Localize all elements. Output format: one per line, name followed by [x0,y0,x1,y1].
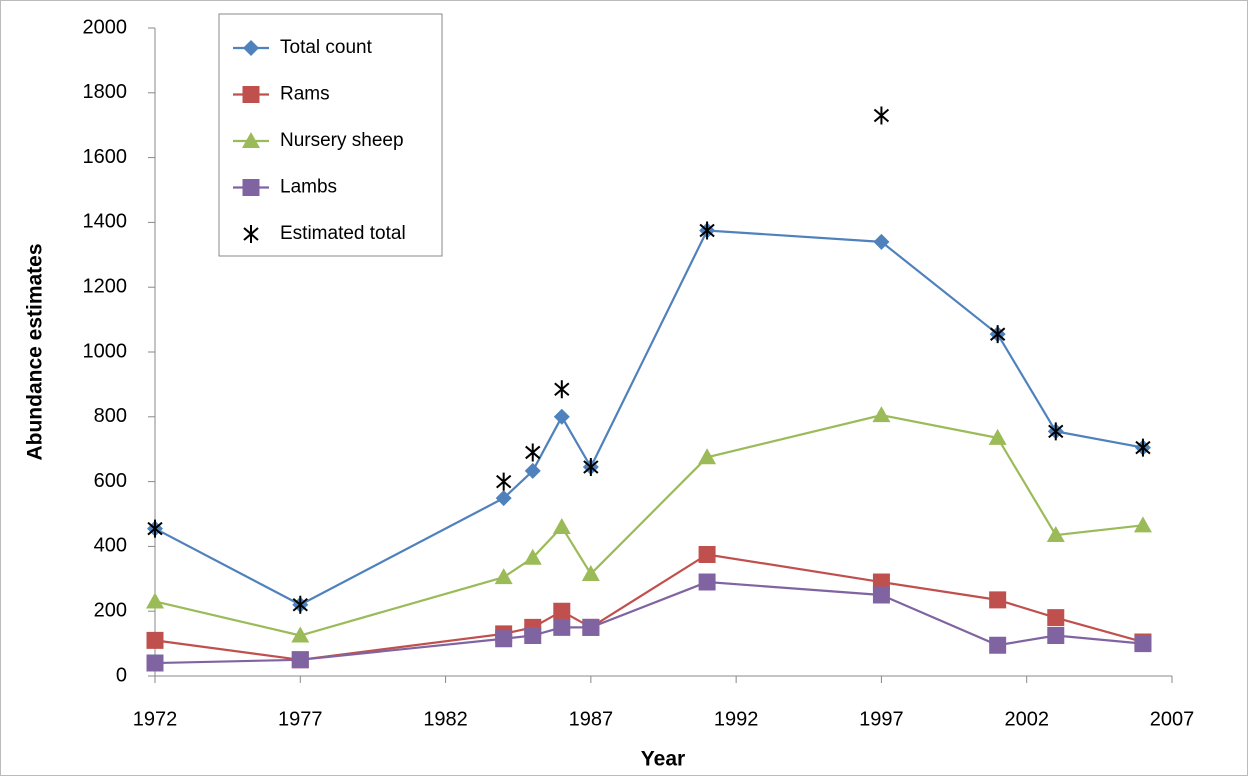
marker [873,233,890,250]
marker [1047,609,1065,627]
y-tick-label: 1800 [83,81,128,103]
marker [147,519,163,538]
marker [291,626,310,643]
marker [553,618,571,636]
legend-label: Lambs [280,177,337,198]
legend-label: Nursery sheep [280,130,404,151]
marker [523,548,542,565]
marker [1047,627,1065,644]
marker [525,443,541,462]
legend-marker [242,86,260,103]
marker [699,221,715,240]
marker [552,517,571,534]
marker [291,651,309,669]
legend-label: Total count [280,37,373,58]
x-tick-label: 2007 [1150,708,1195,730]
marker [495,490,512,507]
legend-box [218,13,443,257]
x-tick-label: 1977 [278,708,323,730]
legend-marker [243,40,259,56]
x-tick-label: 1982 [423,708,468,730]
marker [494,568,513,585]
y-tick-label: 1400 [83,211,128,233]
marker [872,406,891,423]
marker [1134,635,1152,653]
y-tick-label: 800 [94,405,127,427]
marker [698,546,716,563]
marker [553,408,570,425]
y-tick-label: 200 [94,599,127,621]
y-tick-label: 2000 [83,16,128,38]
marker [989,591,1007,609]
y-tick-label: 1200 [83,275,128,297]
x-tick-label: 1997 [859,708,904,730]
x-axis-title: Year [641,748,685,771]
y-tick-label: 1600 [83,146,128,168]
y-tick-label: 600 [94,470,127,492]
marker [698,573,716,591]
x-tick-label: 1972 [133,708,178,730]
marker [698,448,717,465]
y-axis-title: Abundance estimates [24,243,47,460]
marker [146,592,164,609]
marker [990,325,1006,344]
legend-marker [242,179,260,196]
x-tick-label: 2002 [1004,708,1049,730]
marker [582,618,600,636]
legend-marker [243,225,259,243]
marker [554,380,570,399]
marker [524,627,542,644]
marker [988,428,1007,445]
marker [146,654,164,672]
marker [1046,526,1065,543]
marker [989,636,1007,654]
marker [1133,516,1152,533]
marker [553,602,571,620]
x-tick-label: 1987 [569,708,614,730]
marker [1048,422,1064,441]
marker [581,564,600,581]
x-tick-label: 1992 [714,708,759,730]
marker [872,586,890,604]
marker [524,462,541,479]
legend-label: Rams [280,84,330,105]
marker [1135,438,1151,457]
marker [873,106,890,125]
marker [292,595,308,614]
legend-marker [242,132,260,148]
y-tick-label: 1000 [83,340,128,362]
marker [496,472,512,491]
marker [146,631,164,649]
y-tick-label: 400 [94,535,127,557]
marker [583,458,599,477]
marker [495,630,513,648]
legend-label: Estimated total [280,223,406,244]
y-tick-label: 0 [116,664,127,686]
